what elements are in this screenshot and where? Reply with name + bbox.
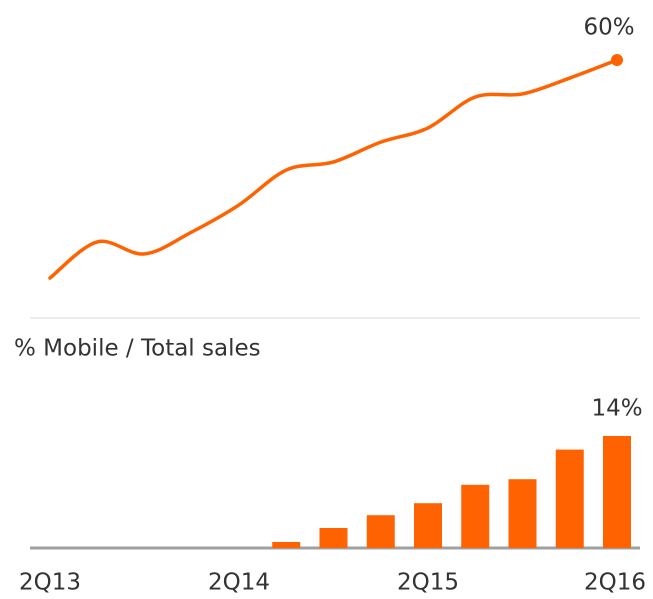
bar xyxy=(508,479,537,548)
line xyxy=(48,58,619,280)
chart-title: % Mobile / Total sales xyxy=(14,336,261,362)
bar xyxy=(461,484,490,548)
x-tick-label: 2Q13 xyxy=(19,570,81,596)
x-tick-label: 2Q14 xyxy=(208,570,270,596)
value-label: 60% xyxy=(583,15,634,41)
bar xyxy=(366,515,395,548)
x-tick-label: 2Q15 xyxy=(397,570,459,596)
bar xyxy=(555,449,584,548)
bar xyxy=(414,503,442,548)
bar xyxy=(603,436,631,548)
value-label: 14% xyxy=(591,396,642,422)
x-tick-label: 2Q16 xyxy=(584,570,646,596)
end-dot xyxy=(611,54,623,66)
bar xyxy=(272,542,301,548)
bar xyxy=(319,528,348,548)
